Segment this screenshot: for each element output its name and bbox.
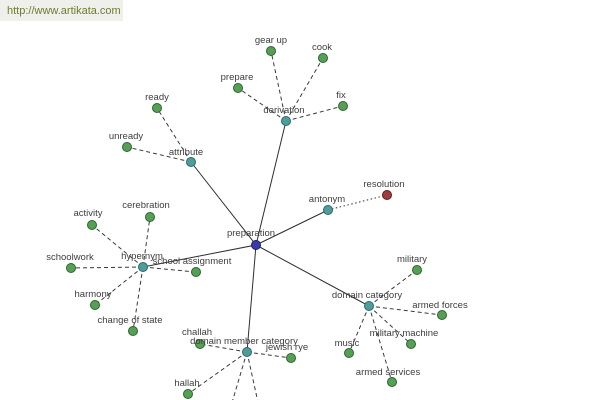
node-label-antonym: antonym	[309, 194, 346, 205]
nodes-layer	[66, 46, 447, 399]
node-harmony[interactable]	[90, 300, 100, 310]
edge-preparation-domain-category	[255, 244, 370, 307]
node-attribute[interactable]	[186, 157, 196, 167]
node-label-schoolwork: schoolwork	[46, 252, 94, 263]
edge-hypernym-change-of-state	[132, 266, 144, 332]
node-unready[interactable]	[122, 142, 132, 152]
node-cook[interactable]	[318, 53, 328, 63]
node-label-fix: fix	[336, 90, 346, 101]
labels-layer: preparation derivation attribute hypernym an…	[46, 35, 468, 389]
node-change-of-state[interactable]	[128, 326, 138, 336]
node-armed-services[interactable]	[387, 377, 397, 387]
edge-hypernym-schoolwork	[70, 266, 144, 269]
url-overlay: http://www.artikata.com	[0, 0, 123, 21]
node-hypernym[interactable]	[138, 262, 148, 272]
node-label-military: military	[397, 254, 427, 265]
edge-attribute-ready	[156, 107, 192, 163]
node-label-attribute: attribute	[169, 147, 203, 158]
node-label-activity: activity	[73, 208, 102, 219]
node-prepare[interactable]	[233, 83, 243, 93]
edge-derivation-fix	[285, 105, 344, 122]
node-label-prepare: prepare	[221, 72, 254, 83]
edge-domain-category-military-machine	[368, 305, 412, 345]
node-gear-up[interactable]	[266, 46, 276, 56]
edge-preparation-antonym	[255, 209, 329, 246]
node-label-unready: unready	[109, 131, 144, 142]
node-label-armed-services: armed services	[356, 367, 421, 378]
edge-hypernym-school-assignment	[142, 266, 197, 273]
edge-derivation-prepare	[237, 87, 287, 122]
node-cerebration[interactable]	[145, 212, 155, 222]
node-label-gear-up: gear up	[255, 35, 287, 46]
node-domain-category[interactable]	[364, 301, 374, 311]
edges-layer	[70, 50, 443, 400]
node-military[interactable]	[412, 265, 422, 275]
url-text: http://www.artikata.com	[7, 4, 121, 17]
node-hallah[interactable]	[183, 389, 193, 399]
node-fix[interactable]	[338, 101, 348, 111]
edge-domain-member-category-hallah	[187, 351, 248, 395]
node-preparation[interactable]	[251, 240, 261, 250]
node-label-derivation: derivation	[263, 105, 304, 116]
node-armed-forces[interactable]	[437, 310, 447, 320]
node-military-machine[interactable]	[406, 339, 416, 349]
node-label-music: music	[335, 338, 360, 349]
node-label-jewish-rye: jewish rye	[265, 342, 308, 353]
node-label-hallah: hallah	[174, 378, 199, 389]
node-label-hypernym: hypernym	[121, 251, 163, 262]
node-label-challah: challah	[182, 327, 212, 338]
node-derivation[interactable]	[281, 116, 291, 126]
edge-domain-category-music	[348, 305, 370, 354]
node-label-change-of-state: change of state	[98, 315, 163, 326]
node-label-military-machine: military machine	[370, 328, 439, 339]
node-label-school-assignment: school assignment	[153, 256, 232, 267]
node-label-harmony: harmony	[75, 289, 112, 300]
edge-hypernym-cerebration	[142, 216, 151, 268]
node-label-cerebration: cerebration	[122, 200, 170, 211]
edge-domain-category-military	[368, 269, 418, 307]
edge-domain-category-armed-services	[368, 305, 393, 383]
edge-derivation-cook	[285, 57, 324, 122]
edge-preparation-derivation	[255, 120, 287, 246]
node-activity[interactable]	[87, 220, 97, 230]
edge-domain-member-category-challah	[199, 343, 248, 353]
node-domain-member-category[interactable]	[242, 347, 252, 357]
node-ready[interactable]	[152, 103, 162, 113]
node-label-domain-member-category: domain member category	[190, 336, 298, 347]
node-schoolwork[interactable]	[66, 263, 76, 273]
node-challah[interactable]	[195, 339, 205, 349]
node-school-assignment[interactable]	[191, 267, 201, 277]
edge-domain-member-category-offscreen	[232, 351, 248, 400]
edge-attribute-unready	[126, 146, 192, 163]
edge-domain-member-category-jewish-rye	[246, 351, 292, 359]
edge-preparation-attribute	[190, 161, 257, 246]
edge-domain-member-category-offscreen	[246, 351, 258, 400]
node-resolution[interactable]	[382, 190, 392, 200]
node-label-domain-category: domain category	[332, 290, 402, 301]
edge-domain-category-armed-forces	[368, 305, 443, 316]
edge-preparation-hypernym	[142, 244, 257, 268]
node-label-ready: ready	[145, 92, 169, 103]
edge-hypernym-harmony	[94, 266, 144, 306]
edge-derivation-gear-up	[270, 50, 287, 122]
node-music[interactable]	[344, 348, 354, 358]
edge-preparation-domain-member-category	[246, 244, 257, 353]
node-jewish-rye[interactable]	[286, 353, 296, 363]
node-label-preparation: preparation	[227, 228, 275, 239]
node-label-resolution: resolution	[363, 179, 404, 190]
node-label-armed-forces: armed forces	[412, 300, 468, 311]
node-label-cook: cook	[312, 42, 332, 53]
node-antonym[interactable]	[323, 205, 333, 215]
